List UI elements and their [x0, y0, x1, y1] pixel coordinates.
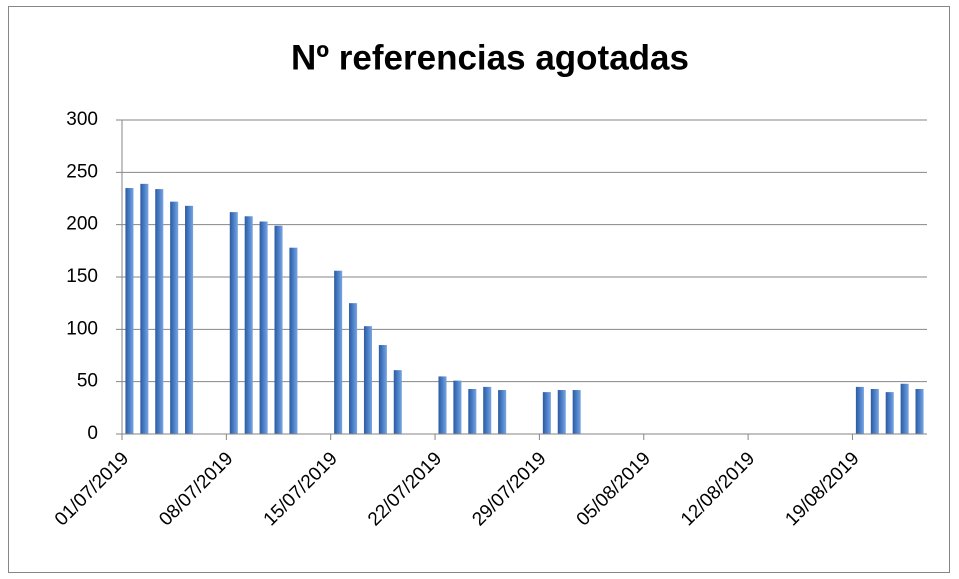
bar	[453, 380, 462, 434]
chart-title: Nº referencias agotadas	[291, 38, 689, 77]
bar	[363, 326, 372, 434]
y-tick-label: 250	[66, 161, 98, 182]
bar	[229, 212, 238, 434]
bar	[900, 383, 909, 434]
bar	[244, 216, 253, 434]
y-tick-label: 150	[66, 266, 98, 287]
bar	[334, 270, 343, 434]
bar	[870, 388, 879, 434]
bar	[170, 201, 179, 434]
bar	[572, 390, 581, 434]
bar	[885, 392, 894, 434]
bar	[349, 303, 358, 434]
bar	[378, 345, 387, 434]
bar	[259, 221, 268, 434]
bar	[915, 388, 924, 434]
bar	[438, 376, 447, 434]
bar	[155, 189, 164, 434]
bar	[483, 386, 492, 434]
y-tick-label: 100	[66, 318, 98, 339]
bar	[855, 386, 864, 434]
bar	[185, 205, 194, 434]
bar	[289, 247, 298, 434]
y-tick-label: 200	[66, 214, 98, 235]
bar	[468, 388, 477, 434]
bar	[393, 370, 402, 434]
bar	[542, 392, 551, 434]
bar	[274, 225, 283, 434]
y-tick-label: 50	[77, 371, 98, 392]
bar	[140, 183, 149, 434]
y-tick-label: 0	[87, 423, 98, 444]
chart-border	[8, 6, 950, 573]
bar	[557, 390, 566, 434]
bar	[125, 188, 134, 434]
y-tick-label: 300	[66, 109, 98, 130]
bar	[498, 390, 507, 434]
